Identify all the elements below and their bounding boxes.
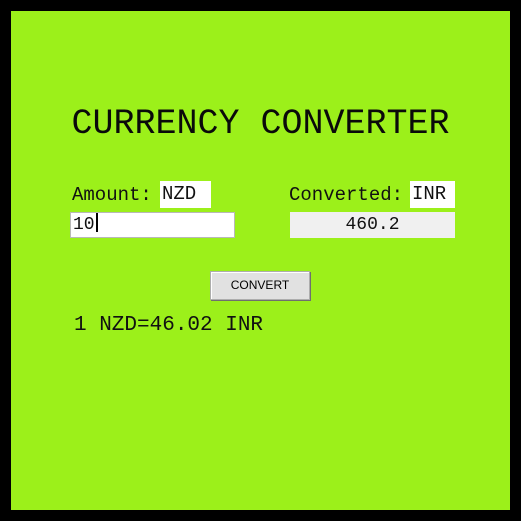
converted-amount-field: 460.2: [290, 212, 455, 238]
convert-button[interactable]: CONVERT: [210, 271, 310, 300]
amount-label: Amount:: [72, 184, 152, 206]
to-currency-field[interactable]: INR: [410, 181, 455, 208]
text-caret: [95, 213, 98, 232]
amount-value: 10: [73, 215, 95, 235]
app-title: CURRENCY CONVERTER: [71, 104, 450, 144]
amount-input[interactable]: 10: [70, 212, 235, 238]
exchange-rate-text: 1 NZD=46.02 INR: [74, 314, 264, 337]
converted-label: Converted:: [289, 184, 404, 206]
from-currency-field[interactable]: NZD: [160, 181, 211, 208]
